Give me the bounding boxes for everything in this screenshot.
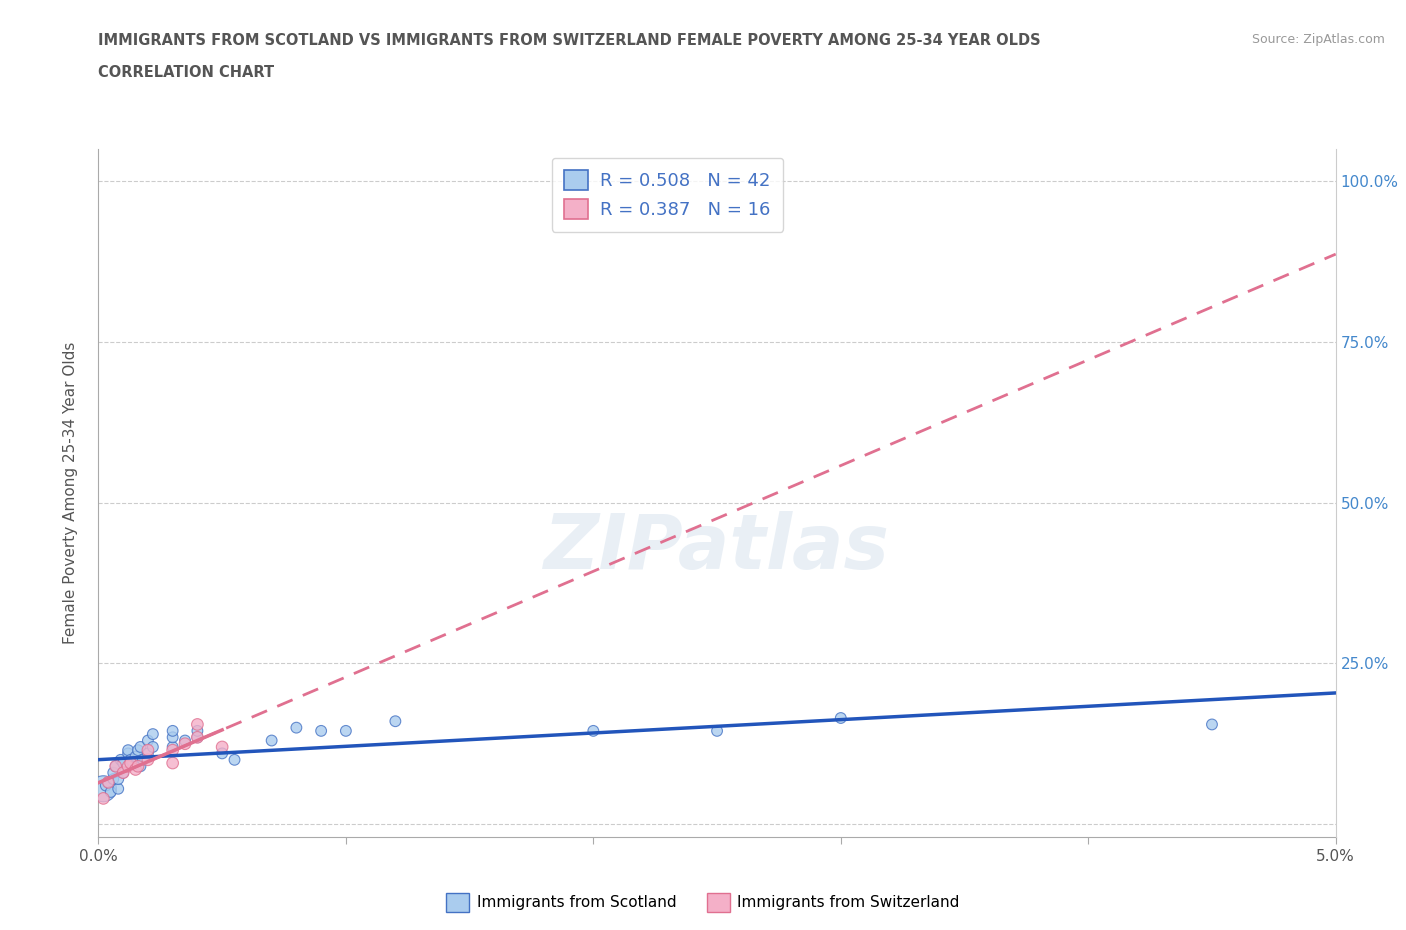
Point xyxy=(136,743,159,758)
Legend: Immigrants from Scotland, Immigrants from Switzerland: Immigrants from Scotland, Immigrants fro… xyxy=(440,887,966,918)
Point xyxy=(120,755,142,770)
Text: CORRELATION CHART: CORRELATION CHART xyxy=(98,65,274,80)
Point xyxy=(706,724,728,738)
Legend: R = 0.508   N = 42, R = 0.387   N = 16: R = 0.508 N = 42, R = 0.387 N = 16 xyxy=(551,158,783,232)
Point xyxy=(136,752,159,767)
Point xyxy=(162,730,184,745)
Point xyxy=(335,724,357,738)
Point xyxy=(122,755,145,770)
Point xyxy=(103,765,125,780)
Point xyxy=(132,752,155,767)
Point xyxy=(285,720,308,735)
Point xyxy=(582,724,605,738)
Point xyxy=(136,746,159,761)
Point xyxy=(224,752,246,767)
Point xyxy=(186,730,208,745)
Point xyxy=(107,781,129,796)
Point xyxy=(97,775,120,790)
Point xyxy=(142,739,165,754)
Point xyxy=(129,759,152,774)
Point xyxy=(136,733,159,748)
Point xyxy=(211,746,233,761)
Point xyxy=(100,785,122,800)
Point xyxy=(107,772,129,787)
Point xyxy=(110,752,132,767)
Point xyxy=(162,743,184,758)
Point xyxy=(117,746,139,761)
Point xyxy=(830,711,852,725)
Point xyxy=(162,739,184,754)
Text: Source: ZipAtlas.com: Source: ZipAtlas.com xyxy=(1251,33,1385,46)
Point xyxy=(127,743,149,758)
Point xyxy=(142,726,165,741)
Point xyxy=(186,724,208,738)
Point xyxy=(1201,717,1223,732)
Point xyxy=(129,739,152,754)
Point xyxy=(186,717,208,732)
Point xyxy=(384,714,406,729)
Point xyxy=(103,772,125,787)
Point xyxy=(260,733,283,748)
Point xyxy=(112,755,135,770)
Point xyxy=(117,743,139,758)
Point xyxy=(162,724,184,738)
Point xyxy=(117,759,139,774)
Point xyxy=(112,765,135,780)
Point xyxy=(186,730,208,745)
Point xyxy=(162,755,184,770)
Point xyxy=(174,737,197,751)
Point xyxy=(104,759,127,774)
Point xyxy=(124,750,146,764)
Point xyxy=(93,781,115,796)
Point xyxy=(97,775,120,790)
Point xyxy=(94,778,117,793)
Point xyxy=(124,762,146,777)
Point xyxy=(174,733,197,748)
Point xyxy=(112,765,135,780)
Text: ZIPatlas: ZIPatlas xyxy=(544,511,890,585)
Point xyxy=(104,759,127,774)
Y-axis label: Female Poverty Among 25-34 Year Olds: Female Poverty Among 25-34 Year Olds xyxy=(63,341,77,644)
Point xyxy=(93,791,115,806)
Point xyxy=(127,759,149,774)
Text: IMMIGRANTS FROM SCOTLAND VS IMMIGRANTS FROM SWITZERLAND FEMALE POVERTY AMONG 25-: IMMIGRANTS FROM SCOTLAND VS IMMIGRANTS F… xyxy=(98,33,1040,47)
Point xyxy=(211,739,233,754)
Point xyxy=(309,724,332,738)
Point xyxy=(120,752,142,767)
